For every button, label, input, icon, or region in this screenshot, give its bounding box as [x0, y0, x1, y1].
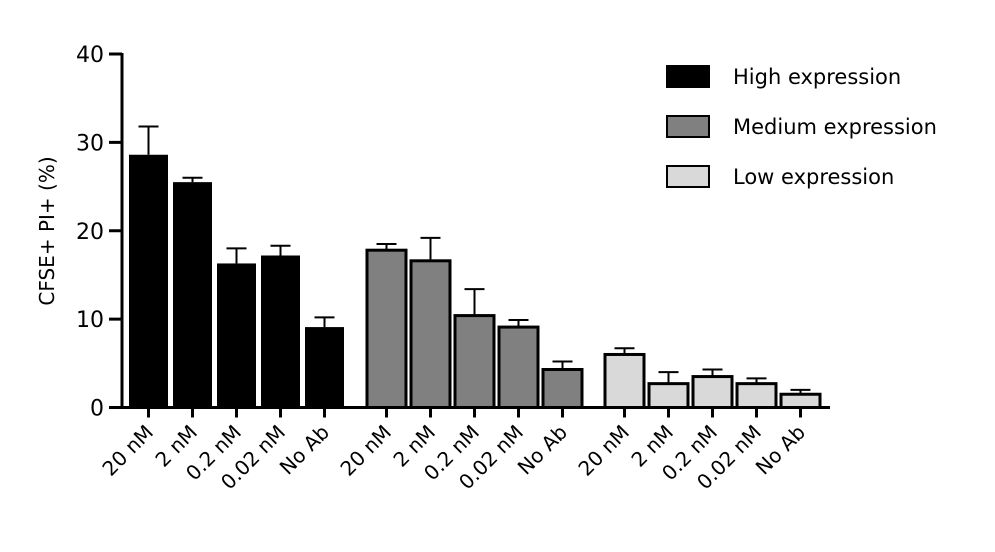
- bar: [129, 154, 168, 408]
- legend-swatch: [666, 65, 710, 88]
- bar: [497, 325, 540, 409]
- x-tick-label: 20 nM: [97, 420, 158, 481]
- x-tick-label: No Ab: [513, 420, 572, 479]
- bar: [647, 382, 690, 410]
- bar: [779, 392, 822, 409]
- y-tick-label: 0: [90, 397, 104, 422]
- x-tick-label: No Ab: [751, 420, 810, 479]
- y-tick-label: 20: [76, 220, 104, 245]
- y-axis-label: CFSE+ PI+ (%): [35, 156, 59, 305]
- bar: [217, 263, 256, 408]
- legend-label: High expression: [733, 65, 901, 89]
- legend-swatch: [666, 115, 710, 138]
- bar: [173, 182, 212, 408]
- legend: High expression Medium expression Low expr…: [666, 65, 937, 189]
- x-tick-label: 20 nM: [573, 420, 634, 481]
- bar: [305, 327, 344, 408]
- bar: [735, 382, 778, 410]
- bars-layer: [129, 125, 822, 410]
- x-tick-label: 20 nM: [335, 420, 396, 481]
- bar: [603, 352, 646, 410]
- bar: [453, 314, 496, 409]
- legend-swatch: [666, 165, 710, 188]
- bar: [409, 259, 452, 409]
- y-tick-label: 40: [76, 43, 104, 68]
- bar: [541, 367, 584, 409]
- bar: [365, 248, 408, 409]
- legend-label: Low expression: [733, 165, 894, 189]
- bar: [261, 255, 300, 408]
- legend-label: Medium expression: [733, 115, 937, 139]
- y-tick-label: 30: [76, 131, 104, 156]
- bar: [691, 375, 734, 410]
- y-tick-label: 10: [76, 308, 104, 333]
- x-tick-label: No Ab: [275, 420, 334, 479]
